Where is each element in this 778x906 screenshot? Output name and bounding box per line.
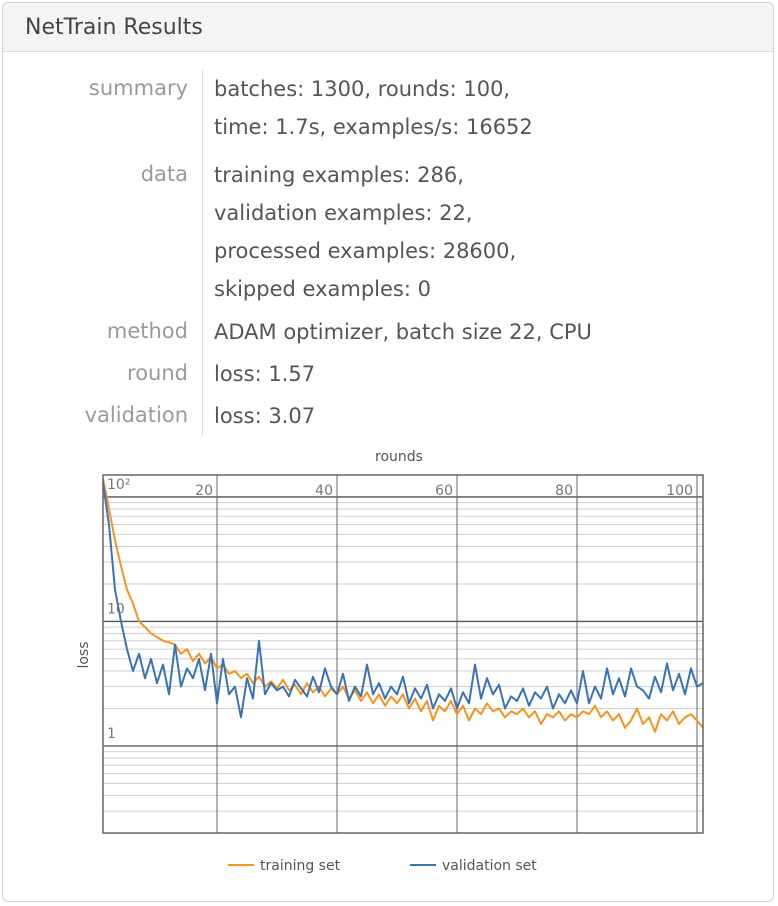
y-axis-label: loss xyxy=(76,641,92,668)
x-tick-label: 40 xyxy=(315,483,333,499)
y-tick-label: 10 xyxy=(107,601,125,617)
info-value: skipped examples: 0 xyxy=(214,277,431,301)
info-value: training examples: 286, xyxy=(214,163,464,187)
chart-legend: training set validation set xyxy=(228,858,537,874)
legend-label-validation: validation set xyxy=(442,858,537,874)
x-tick-label: 60 xyxy=(435,483,453,499)
info-divider xyxy=(202,70,203,436)
info-label-validation: validation xyxy=(84,403,188,427)
info-label-method: method xyxy=(106,319,188,343)
info-value: ADAM optimizer, batch size 22, CPU xyxy=(214,320,592,344)
training-set-line xyxy=(102,478,704,733)
info-value: processed examples: 28600, xyxy=(214,239,517,263)
info-value: loss: 1.57 xyxy=(214,362,316,386)
x-tick-label: 80 xyxy=(555,483,573,499)
info-label-round: round xyxy=(127,361,188,385)
chart-grid xyxy=(103,475,703,833)
y-tick-label: 1 xyxy=(107,726,116,742)
panel-title: NetTrain Results xyxy=(25,15,203,40)
x-axis-label: rounds xyxy=(375,449,423,465)
info-value: batches: 1300, rounds: 100, xyxy=(214,77,511,101)
legend-label-training: training set xyxy=(260,858,341,874)
plot-frame xyxy=(102,474,704,834)
x-tick-label: 20 xyxy=(195,483,213,499)
validation-set-line xyxy=(102,482,704,719)
chart-series xyxy=(102,478,704,733)
panel-header: NetTrain Results xyxy=(3,3,773,52)
info-label-summary: summary xyxy=(88,76,188,100)
x-tick-label: 100 xyxy=(666,483,693,499)
info-label-data: data xyxy=(140,162,188,186)
x-ticks: 20 40 60 80 100 xyxy=(195,483,693,499)
y-tick-label: 10² xyxy=(107,477,130,493)
info-value: loss: 3.07 xyxy=(214,404,316,428)
info-value: time: 1.7s, examples/s: 16652 xyxy=(214,115,533,139)
info-value: validation examples: 22, xyxy=(214,201,473,225)
y-ticks: 1 10 10² xyxy=(107,477,130,742)
